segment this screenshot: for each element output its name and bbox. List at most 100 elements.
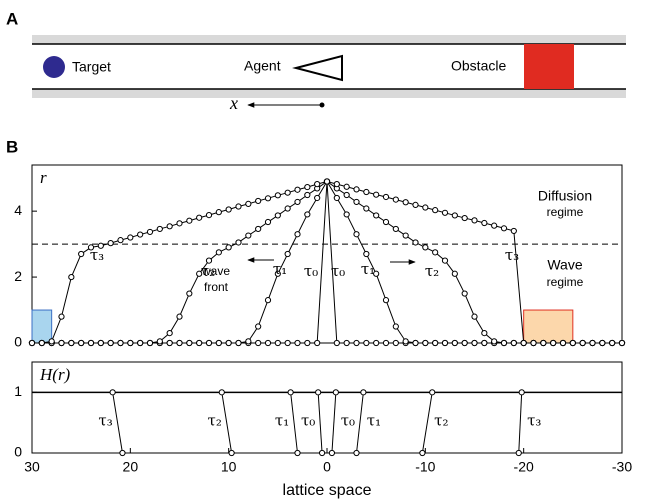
point — [236, 204, 241, 209]
point — [305, 192, 310, 197]
annotation: regime — [547, 205, 584, 219]
point — [59, 314, 64, 319]
point — [334, 182, 339, 187]
point — [433, 340, 438, 345]
point — [452, 271, 457, 276]
point — [256, 198, 261, 203]
point — [285, 206, 290, 211]
point — [305, 184, 310, 189]
track-wall — [32, 35, 626, 44]
annotation: Wave — [547, 257, 582, 273]
point — [462, 291, 467, 296]
point — [472, 314, 477, 319]
point — [138, 340, 143, 345]
series-label: τ₁ — [367, 412, 381, 430]
point — [393, 324, 398, 329]
series-line — [318, 392, 322, 453]
point — [128, 340, 133, 345]
point — [472, 340, 477, 345]
point — [374, 340, 379, 345]
point — [219, 390, 224, 395]
point — [226, 207, 231, 212]
point — [344, 192, 349, 197]
point — [413, 202, 418, 207]
point — [610, 340, 615, 345]
point — [442, 340, 447, 345]
point — [275, 193, 280, 198]
point — [295, 450, 300, 455]
obstacle-label: Obstacle — [451, 58, 506, 74]
point — [108, 241, 113, 246]
target-label: Target — [72, 59, 111, 75]
point — [315, 340, 320, 345]
point — [187, 291, 192, 296]
point — [324, 179, 329, 184]
point — [462, 215, 467, 220]
point — [344, 212, 349, 217]
series-label: τ₃ — [90, 246, 104, 264]
series-label: τ₀ — [304, 262, 318, 280]
region — [32, 310, 52, 343]
target-icon — [43, 56, 65, 78]
point — [206, 340, 211, 345]
point — [110, 390, 115, 395]
series-line — [332, 392, 336, 453]
point — [452, 213, 457, 218]
point — [98, 340, 103, 345]
series-label: τ₂ — [425, 262, 439, 280]
series-label: τ₂ — [434, 412, 448, 430]
obstacle-icon — [524, 44, 574, 89]
x-tick-label: 30 — [24, 459, 40, 475]
point — [157, 226, 162, 231]
point — [246, 233, 251, 238]
point — [229, 450, 234, 455]
point — [472, 218, 477, 223]
point — [167, 331, 172, 336]
series-line — [222, 392, 232, 453]
annotation: Diffusion — [538, 188, 592, 204]
x-tick-label: -20 — [514, 459, 534, 475]
point — [177, 340, 182, 345]
point — [138, 232, 143, 237]
point — [295, 232, 300, 237]
point — [108, 340, 113, 345]
series-line — [422, 392, 432, 453]
point — [246, 339, 251, 344]
point — [275, 213, 280, 218]
point — [403, 339, 408, 344]
annotation: front — [204, 280, 229, 294]
point — [354, 450, 359, 455]
point — [265, 340, 270, 345]
point — [177, 221, 182, 226]
point — [374, 192, 379, 197]
agent-label: Agent — [244, 58, 281, 74]
point — [120, 450, 125, 455]
point — [423, 340, 428, 345]
series-line — [113, 392, 123, 453]
point — [354, 232, 359, 237]
point — [275, 340, 280, 345]
point — [580, 340, 585, 345]
point — [256, 226, 261, 231]
point — [118, 340, 123, 345]
y-axis-label: H(r) — [39, 365, 71, 384]
point — [501, 340, 506, 345]
point — [216, 250, 221, 255]
point — [265, 298, 270, 303]
x-tick-label: 20 — [123, 459, 139, 475]
point — [511, 340, 516, 345]
series-label: τ₁ — [275, 412, 289, 430]
point — [354, 199, 359, 204]
y-axis-label: r — [40, 168, 47, 187]
point — [256, 324, 261, 329]
point — [452, 340, 457, 345]
point — [206, 213, 211, 218]
point — [285, 340, 290, 345]
x-tick-label: 0 — [323, 459, 331, 475]
point — [147, 340, 152, 345]
point — [383, 194, 388, 199]
point — [39, 340, 44, 345]
point — [118, 238, 123, 243]
point — [329, 450, 334, 455]
point — [364, 340, 369, 345]
